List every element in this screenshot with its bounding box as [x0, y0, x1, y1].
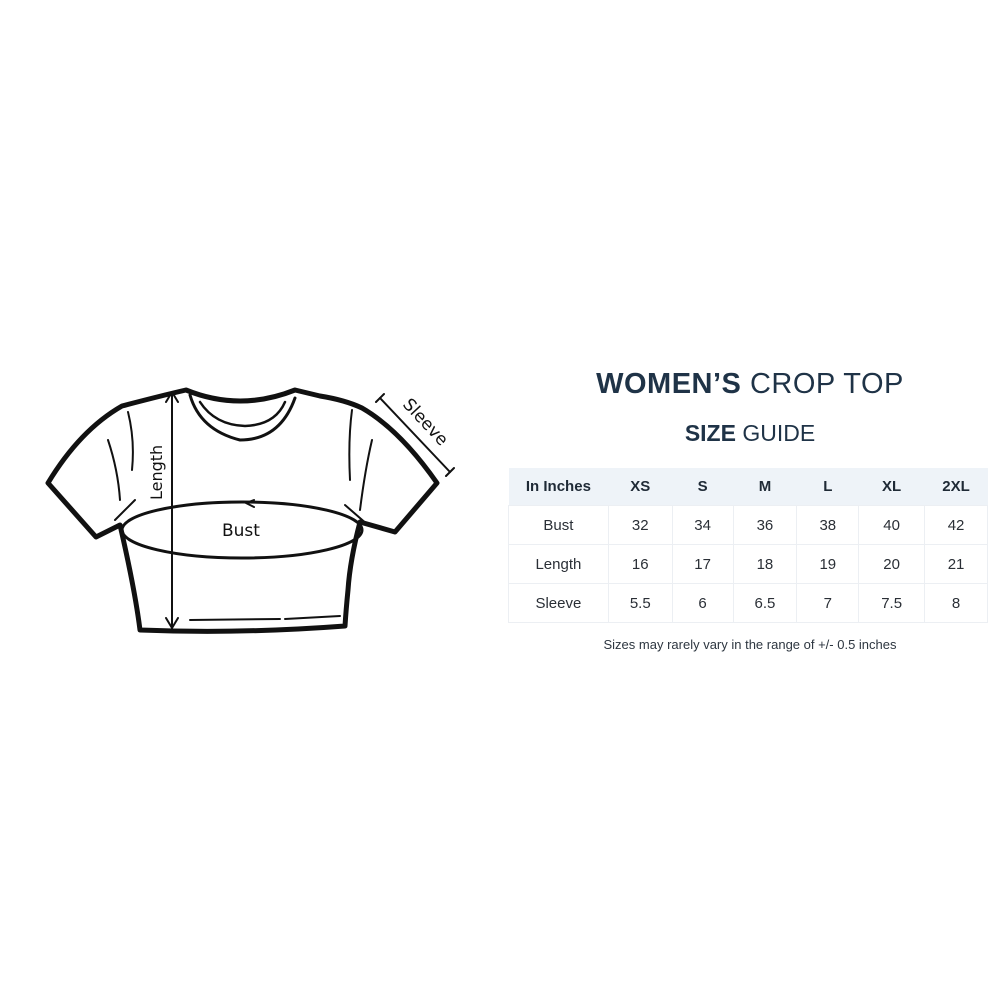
table-row: Bust 32 34 36 38 40 42	[508, 505, 988, 545]
column-header: 2XL	[924, 468, 988, 506]
bust-label: Bust	[222, 521, 260, 541]
subtitle-light: GUIDE	[735, 420, 816, 446]
table-cell: 5.5	[607, 583, 673, 623]
title-light: CROP TOP	[741, 368, 904, 400]
crop-top-diagram: Length Bust Sleeve	[45, 387, 455, 634]
sleeve-arrow	[379, 397, 451, 473]
length-label: Length	[147, 445, 166, 500]
table-cell: 32	[607, 505, 673, 545]
title-bold: WOMEN’S	[596, 368, 742, 400]
table-cell: 34	[671, 505, 734, 545]
table-cell: 21	[924, 544, 988, 584]
table-cell: 16	[607, 544, 673, 584]
subtitle-bold: SIZE	[684, 420, 736, 446]
table-cell: 6.5	[732, 583, 798, 623]
table-row: Sleeve 5.5 6 6.5 7 7.5 8	[508, 583, 988, 623]
table-cell: 20	[858, 544, 926, 584]
table-cell: 42	[924, 505, 988, 545]
size-note: Sizes may rarely vary in the range of +/…	[603, 637, 897, 652]
table-cell: 38	[796, 505, 860, 545]
row-label: Sleeve	[508, 583, 609, 623]
row-label: Bust	[508, 505, 609, 545]
table-cell: 8	[924, 583, 988, 623]
column-header: L	[796, 468, 859, 506]
table-row: Length 16 17 18 19 20 21	[508, 544, 988, 584]
row-label: Length	[508, 544, 609, 584]
column-header: S	[672, 468, 734, 506]
column-header: XS	[608, 468, 673, 506]
column-header: XL	[858, 468, 925, 506]
table-cell: 19	[796, 544, 860, 584]
bust-ellipse	[120, 500, 364, 560]
collar	[188, 393, 297, 442]
collar-inner	[198, 400, 287, 428]
table-cell: 7.5	[858, 583, 926, 623]
table-cell: 18	[732, 544, 798, 584]
table-cell: 17	[671, 544, 734, 584]
size-table: In Inches XS S M L XL 2XL Bust 32 34 36 38 40 42 Leng…	[508, 468, 988, 623]
page-title: WOMEN’S CROP TOP	[500, 368, 1000, 401]
page-subtitle: SIZE GUIDE	[500, 420, 1000, 447]
table-cell: 7	[796, 583, 860, 623]
shirt-outline	[45, 387, 440, 634]
bust-arrow	[245, 499, 255, 508]
table-cell: 6	[671, 583, 734, 623]
table-header-row: In Inches XS S M L XL 2XL	[508, 468, 988, 506]
column-header: M	[733, 468, 797, 506]
table-cell: 40	[858, 505, 926, 545]
column-header: In Inches	[508, 468, 609, 506]
table-cell: 36	[732, 505, 798, 545]
